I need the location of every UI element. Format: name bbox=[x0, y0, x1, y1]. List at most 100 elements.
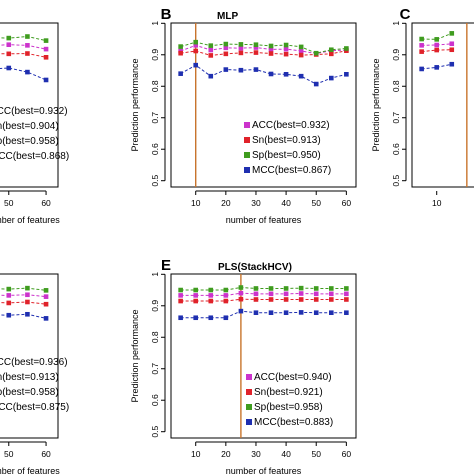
legend-swatch-sn bbox=[244, 137, 250, 143]
data-point-sn bbox=[328, 297, 334, 302]
legend-label-mcc: MCC(best=0.875) bbox=[0, 402, 69, 413]
data-point-acc bbox=[6, 293, 12, 298]
x-tick-label: 30 bbox=[251, 449, 261, 459]
data-point-mcc bbox=[298, 310, 304, 315]
y-tick-label: 0.6 bbox=[391, 143, 401, 155]
legend-label-sp: Sp(best=0.958) bbox=[254, 402, 323, 413]
data-point-acc bbox=[313, 291, 319, 297]
data-point-mcc bbox=[253, 310, 259, 316]
data-point-acc bbox=[6, 42, 12, 48]
data-point-acc bbox=[268, 47, 274, 52]
y-tick-label: 0.7 bbox=[150, 112, 160, 124]
data-point-mcc bbox=[208, 73, 214, 79]
data-point-sn bbox=[449, 47, 455, 53]
plot-frame bbox=[170, 273, 357, 439]
data-point-mcc bbox=[344, 71, 349, 77]
data-point-acc bbox=[238, 290, 244, 296]
data-point-acc bbox=[178, 293, 183, 298]
data-point-mcc bbox=[223, 315, 229, 321]
data-point-sn bbox=[208, 298, 214, 304]
data-point-sn bbox=[193, 298, 199, 304]
x-axis-label: number of features bbox=[0, 466, 60, 474]
panel-letter: E bbox=[161, 257, 171, 274]
data-point-sn bbox=[6, 300, 12, 306]
data-point-mcc bbox=[298, 73, 304, 79]
data-point-acc bbox=[298, 48, 304, 54]
data-point-mcc bbox=[283, 71, 289, 77]
y-tick-label: 1 bbox=[150, 21, 160, 26]
x-tick-label: 40 bbox=[281, 449, 291, 459]
data-point-sp bbox=[419, 36, 424, 42]
data-point-sp bbox=[25, 285, 30, 291]
data-point-sn bbox=[268, 51, 274, 56]
plot-frame bbox=[0, 273, 59, 439]
data-point-acc bbox=[283, 291, 289, 297]
data-point-sn bbox=[238, 296, 244, 302]
data-point-sp bbox=[298, 44, 304, 50]
series-line-mcc bbox=[0, 67, 47, 81]
data-point-sp bbox=[178, 287, 183, 293]
data-point-acc bbox=[283, 46, 289, 52]
data-point-sp bbox=[298, 285, 304, 291]
legend-swatch-mcc bbox=[244, 167, 250, 173]
legend-swatch-mcc bbox=[246, 419, 252, 425]
data-point-sp bbox=[208, 287, 214, 293]
data-point-sn bbox=[313, 297, 319, 302]
data-point-sp bbox=[178, 44, 183, 49]
data-point-sp bbox=[25, 34, 30, 39]
data-point-mcc bbox=[253, 67, 259, 72]
legend-swatch-sp bbox=[244, 152, 250, 158]
plot-frame bbox=[0, 22, 59, 188]
x-tick-label: 20 bbox=[221, 449, 231, 459]
data-point-acc bbox=[328, 291, 334, 297]
y-tick-label: 0.7 bbox=[150, 363, 160, 375]
data-point-mcc bbox=[328, 75, 334, 81]
legend-label-mcc: MCC(best=0.867) bbox=[252, 165, 331, 176]
data-point-acc bbox=[193, 293, 199, 298]
data-point-sp bbox=[193, 287, 199, 293]
data-point-sp bbox=[43, 38, 49, 43]
series-line-acc bbox=[180, 44, 347, 55]
data-point-mcc bbox=[178, 71, 183, 76]
x-tick-label: 50 bbox=[4, 198, 14, 208]
y-tick-label: 0.5 bbox=[391, 175, 401, 187]
data-point-mcc bbox=[178, 315, 183, 321]
series-line-sp bbox=[180, 287, 347, 291]
data-point-sp bbox=[268, 286, 274, 291]
data-point-acc bbox=[25, 43, 30, 48]
data-point-sp bbox=[193, 39, 199, 45]
data-point-mcc bbox=[25, 311, 30, 317]
legend-label-sn: Sn(best=0.913) bbox=[0, 372, 59, 383]
legend-swatch-sn bbox=[246, 389, 252, 395]
data-point-sn bbox=[283, 297, 289, 302]
data-point-acc bbox=[253, 45, 259, 50]
legend-label-sn: Sn(best=0.904) bbox=[0, 121, 59, 132]
y-tick-label: 0.8 bbox=[150, 331, 160, 343]
x-tick-label: 60 bbox=[342, 198, 352, 208]
x-tick-label: 10 bbox=[191, 449, 201, 459]
data-point-acc bbox=[344, 291, 349, 297]
data-point-sn bbox=[434, 47, 440, 53]
y-tick-label: 0.7 bbox=[391, 112, 401, 124]
data-point-sp bbox=[208, 43, 214, 48]
legend-label-acc: ACC(best=0.936) bbox=[0, 357, 68, 368]
data-point-sp bbox=[6, 286, 12, 292]
data-point-mcc bbox=[283, 310, 289, 316]
data-point-sn bbox=[25, 299, 30, 305]
data-point-sn bbox=[6, 51, 12, 57]
data-point-sp bbox=[283, 42, 289, 48]
data-point-mcc bbox=[268, 71, 274, 77]
data-point-sp bbox=[238, 285, 244, 290]
x-tick-label: 30 bbox=[251, 198, 261, 208]
y-tick-label: 0.5 bbox=[150, 175, 160, 187]
data-point-sp bbox=[328, 286, 334, 291]
data-point-acc bbox=[253, 291, 259, 297]
data-point-mcc bbox=[434, 65, 440, 70]
data-point-acc bbox=[419, 43, 424, 48]
data-point-sn bbox=[223, 298, 229, 304]
data-point-sp bbox=[328, 47, 334, 53]
x-tick-label: 40 bbox=[281, 198, 291, 208]
data-point-acc bbox=[43, 294, 49, 299]
data-point-sn bbox=[298, 297, 304, 302]
data-point-sn bbox=[253, 50, 259, 55]
